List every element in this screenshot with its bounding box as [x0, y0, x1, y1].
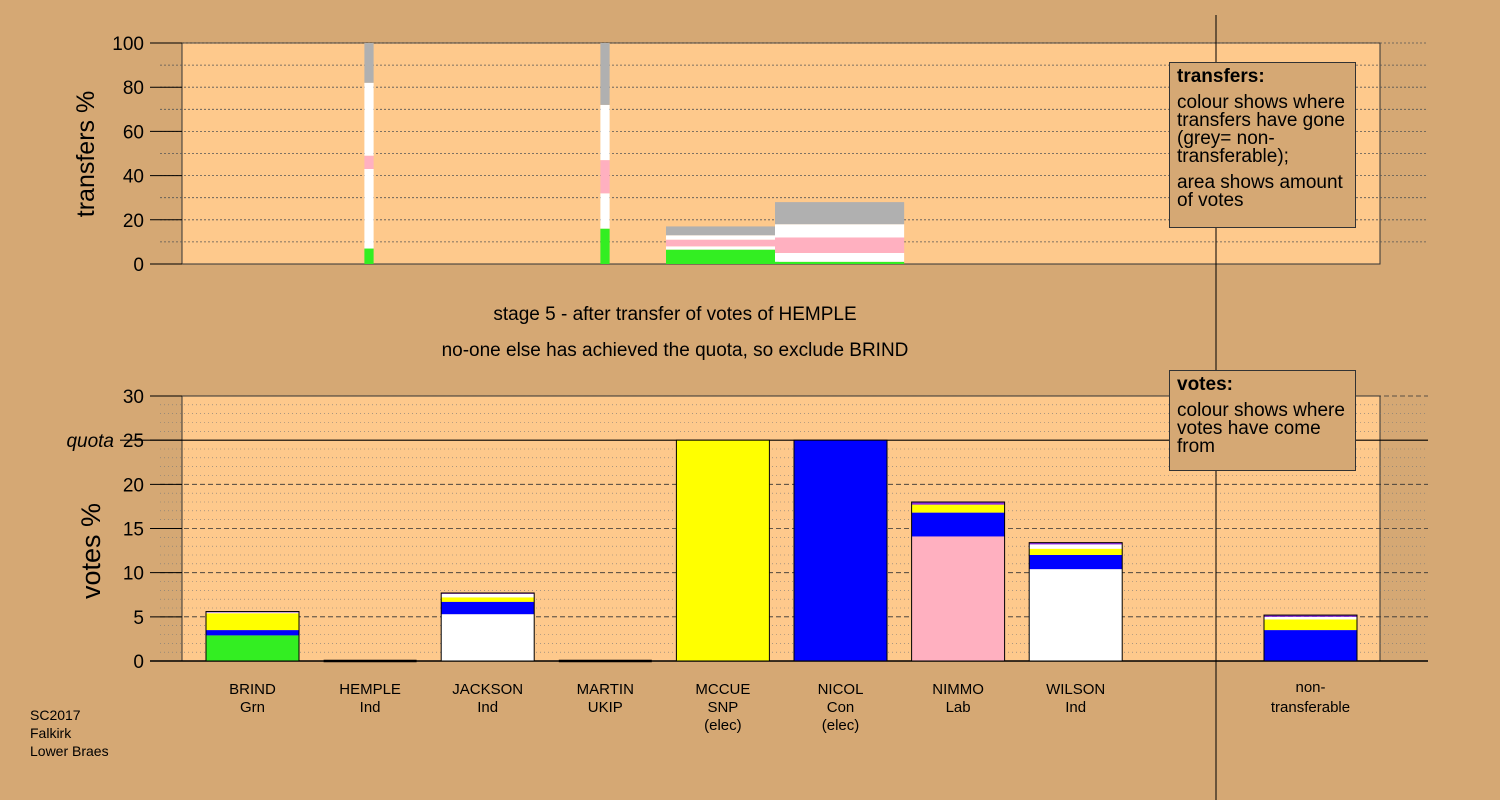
exclusion-caption: no-one else has achieved the quota, so e…	[441, 340, 909, 361]
vote-segment-nontransferable-ukip	[1264, 615, 1357, 617]
votes-legend: votes: colour shows where votes have com…	[1169, 370, 1356, 471]
votes-tick-label: 10	[123, 564, 144, 585]
footnote-council: Falkirk	[30, 725, 72, 741]
votes-tick-label: 20	[123, 475, 144, 496]
votes-tick-label: 5	[133, 608, 144, 629]
votes-tick-label: 25	[123, 431, 144, 452]
vote-segment-wilson-ukip	[1029, 542, 1123, 545]
quota-label: quota	[66, 431, 114, 452]
candidate-party-martin: UKIP	[588, 699, 623, 716]
candidate-name-brind: BRIND	[229, 681, 276, 698]
votes-tick-label: 30	[123, 387, 144, 408]
transfers-tick-label: 60	[123, 122, 144, 143]
vote-segment-brind-grn	[206, 635, 299, 661]
candidate-party-brind: Grn	[240, 699, 265, 716]
votes-tick-label: 0	[133, 652, 144, 673]
transfer-segment-brind-ind	[364, 82, 374, 156]
vote-bar-outline-nontransferable	[1263, 614, 1358, 662]
vote-segment-jackson-ind	[441, 593, 535, 598]
candidate-party-nimmo: Lab	[946, 699, 971, 716]
footnote-ward: Lower Braes	[30, 743, 109, 759]
vote-segment-wilson-con	[1029, 555, 1123, 570]
vote-segment-jackson-con	[441, 601, 535, 615]
transfers-legend-title: transfers:	[1177, 66, 1265, 87]
transfers-legend-colour-text: colour shows where transfers have gone (…	[1177, 92, 1345, 167]
transfer-segment-mccue-lab	[666, 239, 779, 247]
vote-bar-outline-nimmo	[911, 501, 1006, 662]
transfers-tick-label: 40	[123, 167, 144, 188]
transfer-segment-brind-nontransferable	[364, 43, 374, 83]
transfer-segment-mccue-ind	[666, 235, 779, 240]
candidate-name-jackson: JACKSON	[452, 681, 523, 698]
candidate-name-nimmo: NIMMO	[932, 681, 984, 698]
votes-legend-title: votes:	[1177, 374, 1233, 395]
transfer-segment-mccue-grn	[666, 249, 779, 264]
candidate-note-mccue: (elec)	[704, 717, 742, 734]
vote-bar-outline-jackson	[440, 592, 535, 662]
vote-segment-nimmo-snp	[911, 504, 1005, 513]
votes-tick-label: 15	[123, 520, 144, 541]
vote-bar-outline-nicol	[793, 439, 888, 662]
transfer-segment-brind-grn	[364, 248, 374, 264]
transfer-segment-martin-lab	[600, 160, 610, 194]
candidate-name-hemple: HEMPLE	[339, 681, 401, 698]
vote-segment-jackson-ind	[441, 614, 535, 661]
transfer-segment-mccue-ind	[666, 246, 779, 250]
vote-segment-mccue-snp	[676, 440, 770, 661]
transfer-segment-brind-ind	[364, 168, 374, 249]
vote-segment-brind-con	[206, 630, 299, 636]
transfers-tick-label: 80	[123, 78, 144, 99]
candidate-name-wilson: WILSON	[1046, 681, 1105, 698]
candidate-party-mccue: SNP	[707, 699, 738, 716]
candidate-party-nicol: Con	[827, 699, 855, 716]
candidate-name-mccue: MCCUE	[695, 681, 750, 698]
vote-segment-nimmo-con	[911, 512, 1005, 537]
candidate-party-wilson: Ind	[1065, 699, 1086, 716]
candidate-name-martin: MARTIN	[577, 681, 634, 698]
transfers-tick-label: 100	[112, 34, 144, 55]
vote-segment-nimmo-ukip	[911, 502, 1005, 505]
transfers-axis-label: transfers %	[72, 91, 100, 217]
transfer-segment-nicol-ind	[775, 252, 905, 262]
vote-segment-nicol-con	[794, 440, 887, 661]
vote-bar-outline-brind	[205, 611, 300, 662]
candidate-party-jackson: Ind	[477, 699, 498, 716]
vote-segment-wilson-ind	[1029, 569, 1123, 661]
votes-axis-label: votes %	[76, 503, 106, 599]
vote-segment-nontransferable-snp	[1264, 619, 1357, 631]
candidate-party-hemple: Ind	[360, 699, 381, 716]
transfer-segment-martin-nontransferable	[600, 43, 610, 105]
transfer-segment-nicol-nontransferable	[775, 202, 905, 225]
footnote: SC2017 Falkirk Lower Braes	[30, 706, 109, 760]
vote-segment-nontransferable-con	[1264, 630, 1357, 661]
vote-segment-brind-ind	[206, 612, 299, 614]
transfers-tick-label: 20	[123, 211, 144, 232]
vote-segment-nontransferable-ind	[1264, 616, 1357, 620]
candidate-note-nicol: (elec)	[822, 717, 860, 734]
transfer-segment-mccue-nontransferable	[666, 226, 779, 236]
transfer-segment-nicol-lab	[775, 237, 905, 253]
nontransferable-label-line2: transferable	[1271, 699, 1350, 716]
transfer-segment-nicol-grn	[775, 261, 905, 264]
votes-legend-text: colour shows where votes have come from	[1177, 400, 1345, 457]
transfers-tick-label: 0	[133, 255, 144, 276]
vote-segment-wilson-snp	[1029, 548, 1123, 555]
transfer-segment-martin-ind	[600, 193, 610, 229]
vote-segment-jackson-snp	[441, 597, 535, 602]
vote-bar-outline-wilson	[1028, 542, 1123, 662]
transfers-legend-area-text: area shows amount of votes	[1177, 172, 1343, 211]
vote-bar-outline-mccue	[675, 439, 770, 662]
transfers-legend: transfers: colour shows where transfers …	[1169, 62, 1356, 228]
nontransferable-label-line1: non-	[1295, 679, 1325, 696]
transfer-segment-nicol-ind	[775, 224, 905, 238]
transfer-segment-martin-ind	[600, 104, 610, 161]
stage-caption: stage 5 - after transfer of votes of HEM…	[493, 304, 857, 325]
vote-segment-nimmo-lab	[911, 536, 1005, 661]
transfer-segment-martin-grn	[600, 228, 610, 264]
vote-segment-wilson-ind	[1029, 544, 1123, 549]
transfer-segment-brind-lab	[364, 155, 374, 169]
vote-segment-brind-snp	[206, 613, 299, 631]
footnote-election: SC2017	[30, 707, 81, 723]
candidate-name-nicol: NICOL	[818, 681, 864, 698]
